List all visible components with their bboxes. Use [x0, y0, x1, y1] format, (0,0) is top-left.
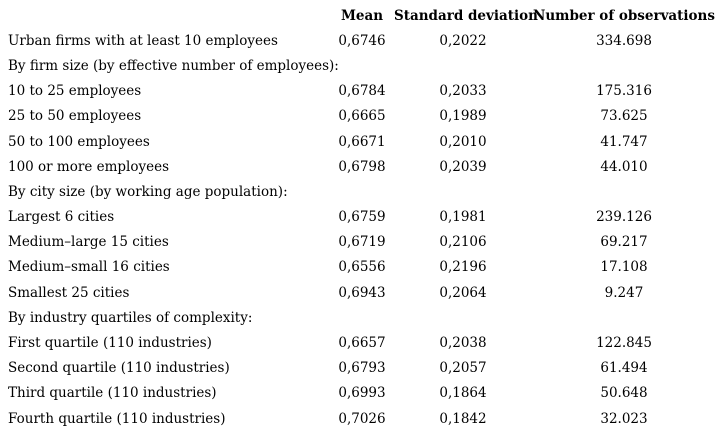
row-mean-value: 0,6943	[338, 284, 386, 301]
row-sd-value: 0,2196	[439, 259, 487, 276]
table-row: Third quartile (110 industries) 0,6993 0…	[0, 381, 716, 406]
summary-statistics-table: Mean Standard deviation Number of observ…	[0, 3, 716, 431]
table-row: By city size (by working age population)…	[0, 179, 716, 204]
row-label: Urban firms with at least 10 employees	[8, 32, 278, 49]
table-row: First quartile (110 industries) 0,6657 0…	[0, 330, 716, 355]
row-label: 25 to 50 employees	[8, 108, 142, 125]
row-sd-value: 0,1989	[439, 108, 487, 125]
table-header: Mean Standard deviation Number of observ…	[0, 3, 716, 28]
table-row: Medium–small 16 cities 0,6556 0,2196 17.…	[0, 255, 716, 280]
row-observations-value: 73.625	[600, 108, 648, 125]
table-row: Urban firms with at least 10 employees 0…	[0, 28, 716, 53]
row-observations-value: 239.126	[596, 209, 652, 226]
row-mean-value: 0,6671	[338, 133, 386, 150]
row-label: Fourth quartile (110 industries)	[8, 410, 226, 427]
table-row: Largest 6 cities 0,6759 0,1981 239.126	[0, 205, 716, 230]
row-sd-value: 0,2057	[439, 360, 487, 377]
table-body: Urban firms with at least 10 employees 0…	[0, 28, 716, 431]
row-mean-value: 0,6798	[338, 158, 386, 175]
header-number-of-observations: Number of observations	[533, 7, 715, 24]
row-mean-value: 0,6793	[338, 360, 386, 377]
row-mean-value: 0,6556	[338, 259, 386, 276]
row-mean-value: 0,6759	[338, 209, 386, 226]
table-row: Fourth quartile (110 industries) 0,7026 …	[0, 406, 716, 431]
row-label: 100 or more employees	[8, 158, 170, 175]
row-mean-value: 0,6719	[338, 234, 386, 251]
row-sd-value: 0,1981	[439, 209, 487, 226]
row-observations-value: 32.023	[600, 410, 648, 427]
table-row: Smallest 25 cities 0,6943 0,2064 9.247	[0, 280, 716, 305]
row-observations-value: 9.247	[604, 284, 644, 301]
table-row: 10 to 25 employees 0,6784 0,2033 175.316	[0, 79, 716, 104]
row-mean-value	[330, 305, 394, 330]
row-observations-value: 334.698	[596, 32, 652, 49]
row-label: Second quartile (110 industries)	[8, 360, 230, 377]
row-mean-value: 0,6993	[338, 385, 386, 402]
row-label: 10 to 25 employees	[8, 83, 142, 100]
row-sd-value: 0,2039	[439, 158, 487, 175]
row-label: First quartile (110 industries)	[8, 335, 212, 352]
table-row: By firm size (by effective number of emp…	[0, 53, 716, 78]
row-mean-value: 0,7026	[338, 410, 386, 427]
row-label: Third quartile (110 industries)	[8, 385, 217, 402]
row-label: Medium–large 15 cities	[8, 234, 169, 251]
table-row: Medium–large 15 cities 0,6719 0,2106 69.…	[0, 230, 716, 255]
table-row: 50 to 100 employees 0,6671 0,2010 41.747	[0, 129, 716, 154]
row-label: By city size (by working age population)…	[8, 183, 288, 200]
row-mean-value	[330, 53, 394, 78]
table-row: 100 or more employees 0,6798 0,2039 44.0…	[0, 154, 716, 179]
row-sd-value	[394, 305, 532, 330]
row-sd-value: 0,2033	[439, 83, 487, 100]
row-mean-value: 0,6784	[338, 83, 386, 100]
row-label: Smallest 25 cities	[8, 284, 130, 301]
row-sd-value: 0,2106	[439, 234, 487, 251]
row-observations-value: 175.316	[596, 83, 652, 100]
row-label: 50 to 100 employees	[8, 133, 150, 150]
header-row: Mean Standard deviation Number of observ…	[0, 3, 716, 28]
row-observations-value	[532, 305, 716, 330]
row-observations-value: 61.494	[600, 360, 648, 377]
row-sd-value: 0,2064	[439, 284, 487, 301]
table-row: Second quartile (110 industries) 0,6793 …	[0, 356, 716, 381]
row-observations-value: 122.845	[596, 335, 652, 352]
row-label: By firm size (by effective number of emp…	[8, 57, 339, 74]
table-row: 25 to 50 employees 0,6665 0,1989 73.625	[0, 104, 716, 129]
row-observations-value: 44.010	[600, 158, 648, 175]
row-mean-value: 0,6665	[338, 108, 386, 125]
row-observations-value: 69.217	[600, 234, 648, 251]
row-sd-value: 0,2022	[439, 32, 487, 49]
row-sd-value	[394, 179, 532, 204]
row-sd-value: 0,2038	[439, 335, 487, 352]
row-observations-value	[532, 179, 716, 204]
row-mean-value: 0,6746	[338, 32, 386, 49]
row-observations-value	[532, 53, 716, 78]
row-sd-value: 0,1842	[439, 410, 487, 427]
row-observations-value: 41.747	[600, 133, 648, 150]
row-observations-value: 50.648	[600, 385, 648, 402]
row-label: Medium–small 16 cities	[8, 259, 170, 276]
row-mean-value	[330, 179, 394, 204]
row-observations-value: 17.108	[600, 259, 648, 276]
header-mean: Mean	[340, 7, 384, 24]
row-mean-value: 0,6657	[338, 335, 386, 352]
header-standard-deviation: Standard deviation	[394, 7, 538, 24]
summary-statistics-page: { "colors": { "background": "#ffffff", "…	[0, 3, 716, 436]
header-label-spacer	[0, 3, 330, 28]
row-sd-value: 0,1864	[439, 385, 487, 402]
row-label: Largest 6 cities	[8, 209, 115, 226]
row-sd-value	[394, 53, 532, 78]
row-sd-value: 0,2010	[439, 133, 487, 150]
table-row: By industry quartiles of complexity:	[0, 305, 716, 330]
row-label: By industry quartiles of complexity:	[8, 309, 253, 326]
